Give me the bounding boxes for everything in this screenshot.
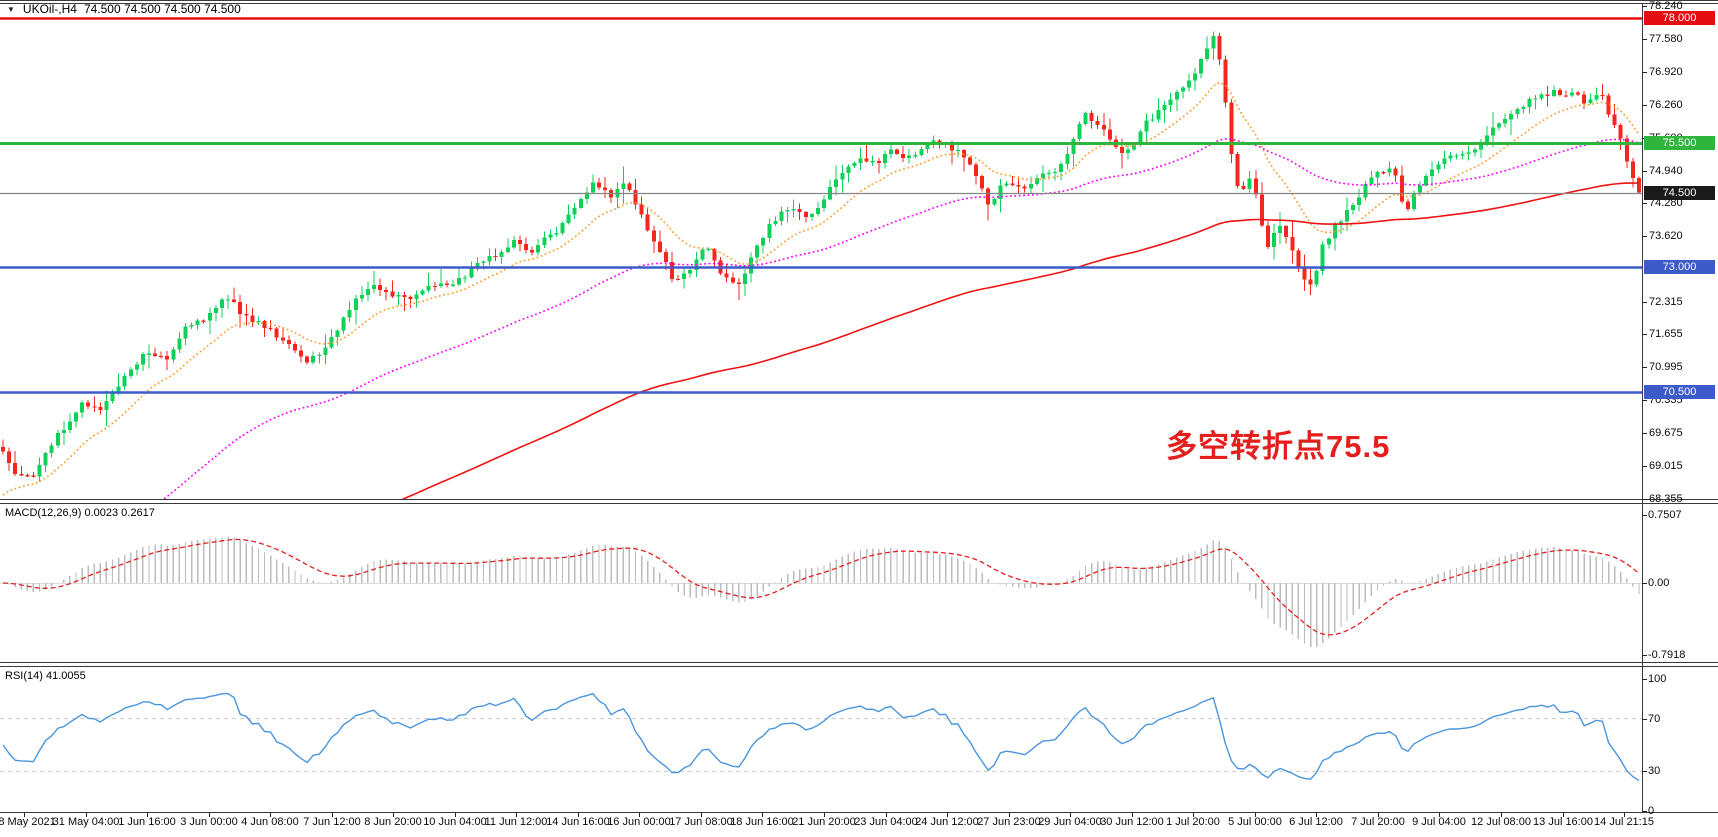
time-axis-label: 10 Jun 04:00 bbox=[423, 816, 487, 828]
time-axis-label: 28 May 2021 bbox=[0, 816, 56, 828]
macd-axis-tick: 0.00 bbox=[1648, 577, 1670, 589]
rsi-indicator-label: RSI(14) 41.0055 bbox=[5, 670, 86, 682]
time-axis-label: 12 Jul 08:00 bbox=[1471, 816, 1531, 828]
price-axis-tick: 76.260 bbox=[1649, 99, 1683, 111]
price-axis-tick: 78.240 bbox=[1649, 0, 1683, 12]
time-axis-label: 14 Jun 16:00 bbox=[546, 816, 610, 828]
ma-slow bbox=[401, 182, 1640, 499]
macd-signal-line bbox=[2, 538, 1640, 636]
macd-panel bbox=[0, 536, 1642, 647]
price-badge-73.000: 73.000 bbox=[1644, 260, 1715, 274]
time-axis-label: 7 Jun 12:00 bbox=[303, 816, 361, 828]
price-badge-75.500: 75.500 bbox=[1644, 136, 1715, 150]
time-axis-label: 24 Jun 12:00 bbox=[915, 816, 979, 828]
ma-medium bbox=[162, 137, 1640, 499]
price-axis-tick: 76.920 bbox=[1649, 66, 1683, 78]
price-axis-tick: 69.015 bbox=[1649, 460, 1683, 472]
price-axis-tick: 72.315 bbox=[1649, 296, 1683, 308]
price-badge-70.500: 70.500 bbox=[1644, 385, 1715, 399]
rsi-axis-tick: 30 bbox=[1648, 765, 1661, 777]
ma-fast bbox=[2, 81, 1640, 496]
macd-axis-tick: 0.7507 bbox=[1648, 509, 1682, 521]
moving-averages bbox=[2, 81, 1640, 499]
candle-series bbox=[1, 31, 1641, 482]
price-axis-tick: 74.940 bbox=[1649, 165, 1683, 177]
price-axis-tick: 73.620 bbox=[1649, 230, 1683, 242]
price-axis-tick: 77.580 bbox=[1649, 33, 1683, 45]
time-axis-label: 17 Jun 08:00 bbox=[669, 816, 733, 828]
time-axis-label: 27 Jun 23:00 bbox=[977, 816, 1041, 828]
time-axis-label: 14 Jul 21:15 bbox=[1594, 816, 1654, 828]
rsi-axis-tick: 0 bbox=[1648, 805, 1655, 817]
price-axis-tick: 68.355 bbox=[1649, 493, 1683, 505]
time-axis-label: 16 Jun 00:00 bbox=[607, 816, 671, 828]
time-axis-label: 29 Jun 04:00 bbox=[1038, 816, 1102, 828]
price-badge-74.500: 74.500 bbox=[1644, 186, 1715, 200]
time-axis-label: 31 May 04:00 bbox=[52, 816, 120, 828]
symbol-dropdown-icon[interactable]: ▼ bbox=[7, 4, 15, 14]
rsi-axis-tick: 70 bbox=[1648, 713, 1661, 725]
time-axis-label: 21 Jun 20:00 bbox=[792, 816, 856, 828]
chart-title: ▼ UKOil-,H4 74.500 74.500 74.500 74.500 bbox=[7, 2, 241, 16]
ohlc-quotes: 74.500 74.500 74.500 74.500 bbox=[83, 2, 241, 16]
rsi-line bbox=[2, 692, 1640, 782]
price-axis-tick: 70.995 bbox=[1649, 361, 1683, 373]
time-axis-label: 11 Jun 12:00 bbox=[484, 816, 548, 828]
time-axis-label: 8 Jun 20:00 bbox=[364, 816, 422, 828]
axis-tick-marks bbox=[24, 6, 1647, 817]
time-axis-label: 6 Jul 12:00 bbox=[1289, 816, 1343, 828]
time-axis-label: 13 Jul 16:00 bbox=[1533, 816, 1593, 828]
rsi-panel bbox=[0, 692, 1642, 782]
price-axis-tick: 69.675 bbox=[1649, 427, 1683, 439]
macd-histogram bbox=[8, 536, 1640, 647]
price-axis-tick: 71.655 bbox=[1649, 328, 1683, 340]
time-axis-label: 3 Jun 00:00 bbox=[180, 816, 238, 828]
time-axis-label: 1 Jul 20:00 bbox=[1166, 816, 1220, 828]
rsi-axis-tick: 100 bbox=[1648, 673, 1667, 685]
time-axis-label: 4 Jun 08:00 bbox=[241, 816, 299, 828]
time-axis-label: 1 Jun 16:00 bbox=[118, 816, 176, 828]
price-axis-tick: 74.280 bbox=[1649, 197, 1683, 209]
time-axis-label: 9 Jul 04:00 bbox=[1412, 816, 1466, 828]
price-badge-78.000: 78.000 bbox=[1644, 11, 1715, 25]
time-axis-label: 30 Jun 12:00 bbox=[1100, 816, 1164, 828]
chart-frame bbox=[0, 0, 1718, 813]
pivot-annotation-text: 多空转折点75.5 bbox=[1166, 429, 1391, 464]
time-axis-label: 23 Jun 04:00 bbox=[854, 816, 918, 828]
time-axis-label: 18 Jun 16:00 bbox=[730, 816, 794, 828]
time-axis-label: 7 Jul 20:00 bbox=[1351, 816, 1405, 828]
symbol-timeframe-label: UKOil-,H4 bbox=[22, 2, 77, 16]
time-axis-label: 5 Jul 00:00 bbox=[1228, 816, 1282, 828]
macd-axis-tick: -0.7918 bbox=[1648, 649, 1686, 661]
macd-indicator-label: MACD(12,26,9) 0.0023 0.2617 bbox=[5, 507, 155, 519]
